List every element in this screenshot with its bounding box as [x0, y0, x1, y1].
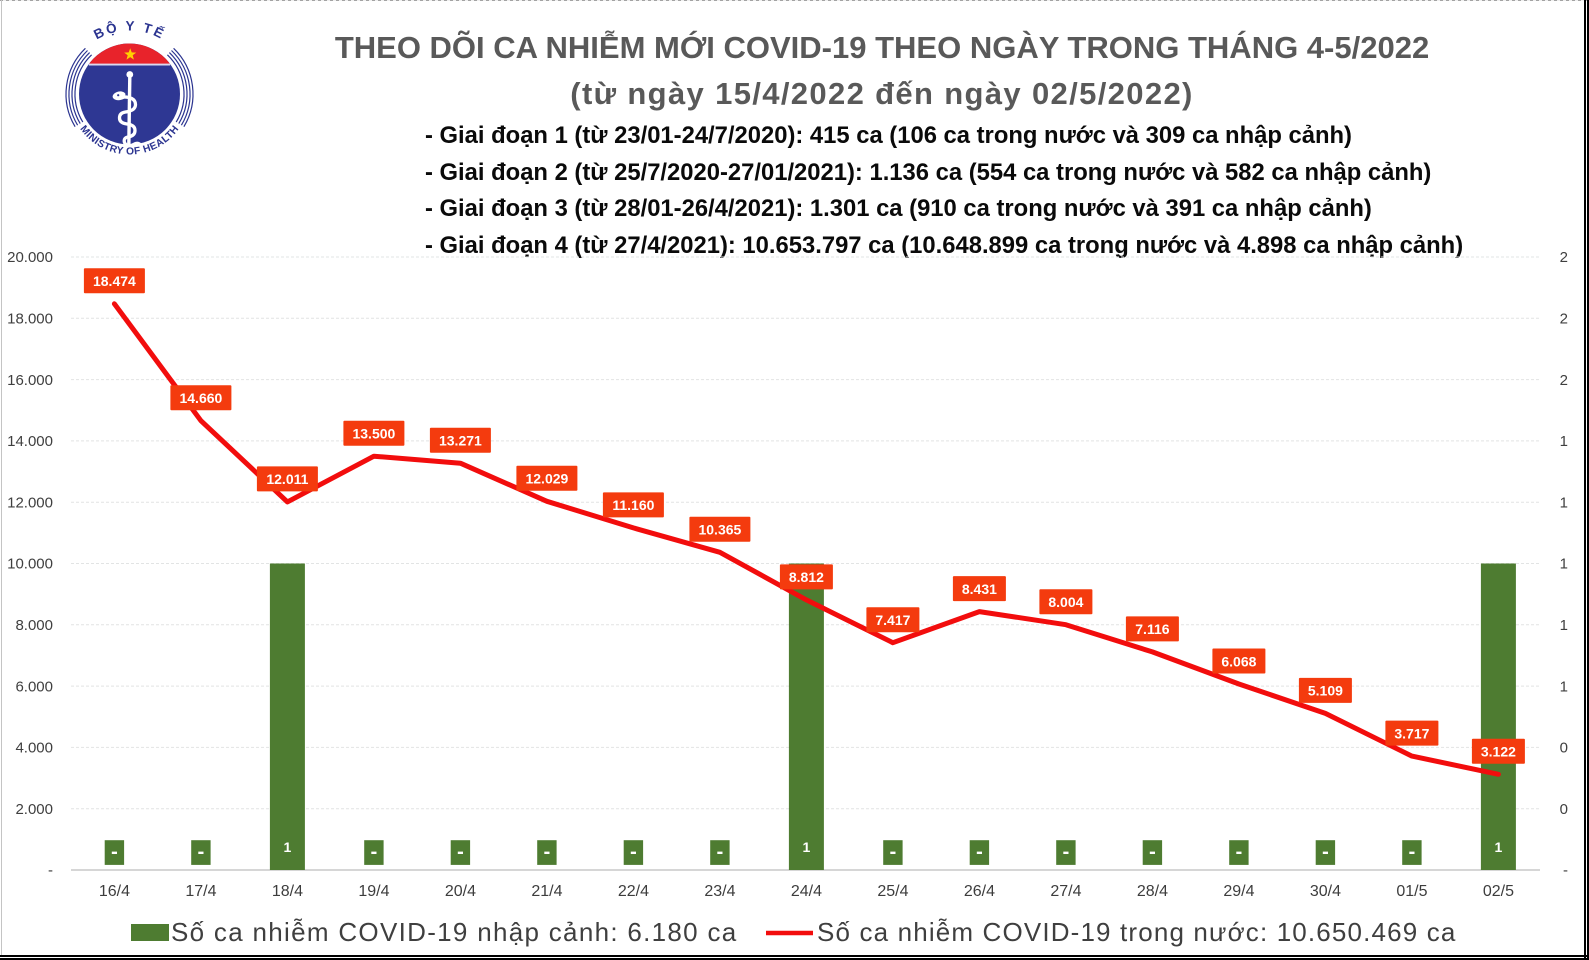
svg-text:7.417: 7.417: [875, 612, 910, 628]
svg-text:13.271: 13.271: [439, 433, 482, 449]
svg-text:18/4: 18/4: [272, 883, 303, 900]
svg-text:1: 1: [1560, 433, 1568, 450]
svg-text:-: -: [1563, 862, 1568, 879]
svg-text:6.068: 6.068: [1221, 653, 1256, 669]
svg-text:2: 2: [1560, 249, 1568, 266]
svg-text:29/4: 29/4: [1223, 883, 1254, 900]
svg-text:1: 1: [284, 839, 292, 855]
svg-text:14.000: 14.000: [7, 433, 53, 450]
svg-text:20/4: 20/4: [445, 883, 476, 900]
svg-text:2: 2: [1560, 372, 1568, 389]
svg-text:5.109: 5.109: [1308, 683, 1343, 699]
svg-text:Số ca nhiễm COVID-19 trong nướ: Số ca nhiễm COVID-19 trong nước: 10.650.…: [817, 917, 1456, 947]
svg-text:10.365: 10.365: [698, 522, 741, 538]
svg-text:01/5: 01/5: [1396, 883, 1427, 900]
svg-text:11.160: 11.160: [612, 497, 654, 513]
svg-text:24/4: 24/4: [791, 883, 822, 900]
svg-text:4.000: 4.000: [15, 740, 53, 757]
svg-text:18.474: 18.474: [93, 273, 136, 289]
svg-text:17/4: 17/4: [185, 883, 216, 900]
svg-text:20.000: 20.000: [7, 249, 53, 266]
svg-text:8.812: 8.812: [789, 569, 824, 585]
svg-text:22/4: 22/4: [618, 883, 649, 900]
svg-text:Số ca nhiễm COVID-19 nhập cảnh: Số ca nhiễm COVID-19 nhập cảnh: 6.180 ca: [171, 917, 738, 947]
svg-text:1: 1: [1560, 556, 1568, 573]
svg-text:18.000: 18.000: [7, 311, 53, 328]
svg-text:2: 2: [1560, 311, 1568, 328]
svg-text:BỘ Y TẾ: BỘ Y TẾ: [91, 18, 168, 42]
svg-text:12.011: 12.011: [266, 471, 308, 487]
svg-text:21/4: 21/4: [531, 883, 562, 900]
svg-text:27/4: 27/4: [1050, 883, 1081, 900]
svg-text:26/4: 26/4: [964, 883, 995, 900]
svg-text:8.431: 8.431: [962, 581, 997, 597]
svg-text:30/4: 30/4: [1310, 883, 1341, 900]
svg-text:13.500: 13.500: [352, 426, 395, 442]
svg-text:28/4: 28/4: [1137, 883, 1168, 900]
svg-text:16/4: 16/4: [99, 883, 130, 900]
svg-text:0: 0: [1560, 740, 1568, 757]
svg-text:14.660: 14.660: [179, 390, 222, 406]
svg-text:02/5: 02/5: [1483, 883, 1514, 900]
svg-text:6.000: 6.000: [15, 678, 53, 695]
svg-text:19/4: 19/4: [358, 883, 389, 900]
svg-text:10.000: 10.000: [7, 556, 53, 573]
svg-text:3.717: 3.717: [1394, 725, 1429, 741]
svg-text:3.122: 3.122: [1481, 744, 1516, 760]
svg-text:1: 1: [1560, 617, 1568, 634]
svg-text:8.004: 8.004: [1048, 594, 1083, 610]
svg-text:1: 1: [1495, 839, 1503, 855]
svg-text:12.029: 12.029: [525, 471, 568, 487]
svg-text:1: 1: [1560, 494, 1568, 511]
svg-text:-: -: [48, 862, 53, 879]
svg-text:8.000: 8.000: [15, 617, 53, 634]
svg-text:23/4: 23/4: [704, 883, 735, 900]
svg-text:7.116: 7.116: [1135, 621, 1169, 637]
svg-text:1: 1: [1560, 678, 1568, 695]
svg-text:0: 0: [1560, 801, 1568, 818]
svg-text:12.000: 12.000: [7, 494, 53, 511]
svg-text:1: 1: [803, 839, 811, 855]
svg-text:25/4: 25/4: [877, 883, 908, 900]
svg-text:2.000: 2.000: [15, 801, 53, 818]
svg-text:16.000: 16.000: [7, 372, 53, 389]
